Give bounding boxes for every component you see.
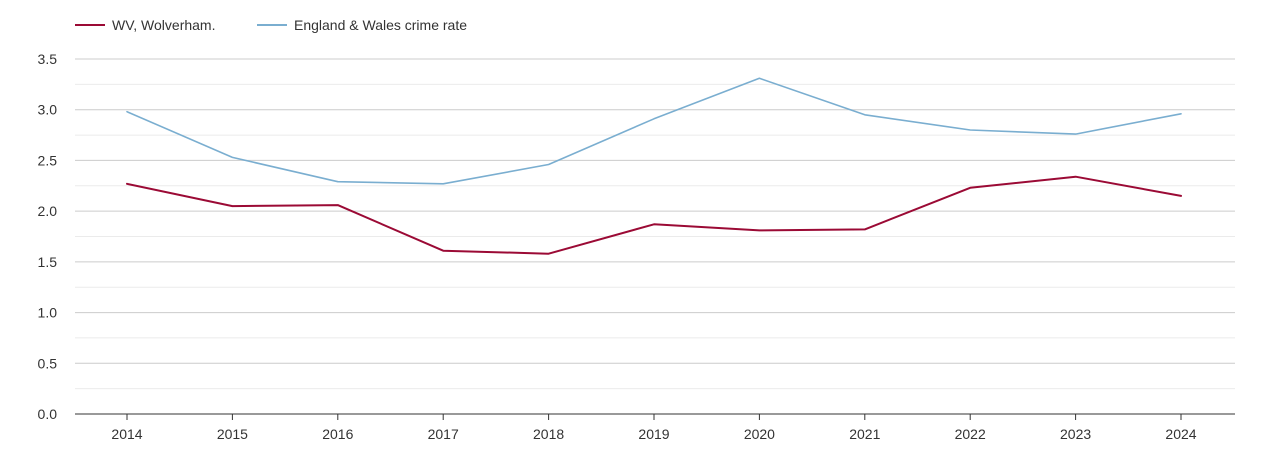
y-tick-label: 2.5	[38, 152, 58, 168]
x-tick-label: 2019	[638, 426, 669, 442]
y-tick-label: 3.5	[38, 51, 58, 67]
x-tick-label: 2024	[1165, 426, 1196, 442]
x-tick-label: 2021	[849, 426, 880, 442]
y-tick-label: 0.5	[38, 355, 58, 371]
x-tick-label: 2014	[111, 426, 142, 442]
legend: WV, Wolverham. England & Wales crime rate	[75, 17, 467, 33]
y-tick-label: 2.0	[38, 203, 58, 219]
x-tick-label: 2015	[217, 426, 248, 442]
series-line-local	[126, 175, 1182, 255]
x-tick-label: 2022	[955, 426, 986, 442]
x-tick-label: 2020	[744, 426, 775, 442]
legend-item-national: England & Wales crime rate	[257, 17, 467, 33]
y-tick-label: 1.5	[38, 254, 58, 270]
x-tick-label: 2018	[533, 426, 564, 442]
grid-lines	[75, 58, 1235, 390]
y-tick-label: 1.0	[38, 305, 58, 321]
series-lines	[126, 77, 1182, 255]
axes: 0.0 0.5 1.0 1.5 2.0 2.5 3.0 3.5 2014 2015 2016 2017…	[38, 51, 1235, 442]
series-line-national	[126, 77, 1182, 185]
legend-label: WV, Wolverham.	[112, 17, 215, 33]
x-tick-label: 2017	[428, 426, 459, 442]
x-tick-label: 2016	[322, 426, 353, 442]
x-tick-label: 2023	[1060, 426, 1091, 442]
y-tick-label: 3.0	[38, 102, 58, 118]
legend-item-local: WV, Wolverham.	[75, 17, 215, 33]
legend-label: England & Wales crime rate	[294, 17, 467, 33]
y-tick-label: 0.0	[38, 406, 58, 422]
